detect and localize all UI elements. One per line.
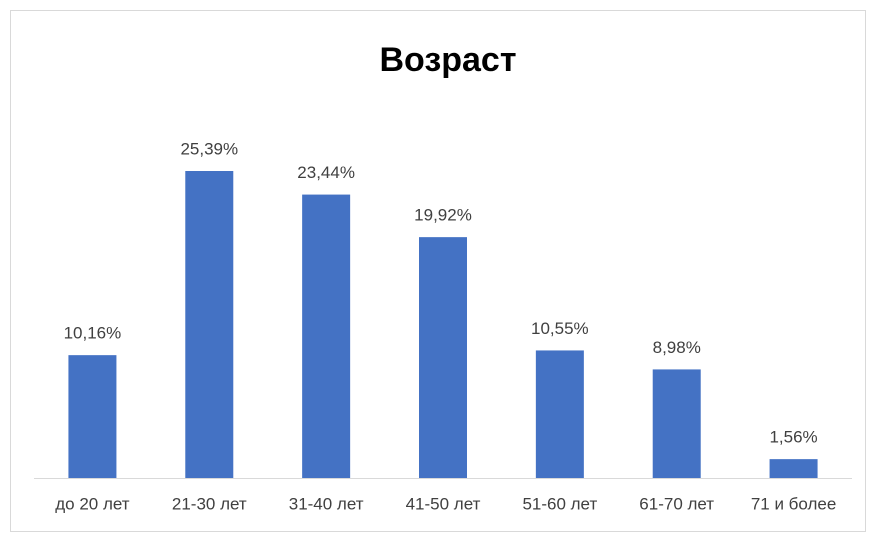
x-tick-label: 21-30 лет	[172, 494, 247, 513]
data-label: 10,16%	[64, 324, 122, 343]
data-label: 25,39%	[180, 139, 238, 158]
data-label: 23,44%	[297, 163, 355, 182]
x-tick-label: 61-70 лет	[639, 494, 714, 513]
bar	[302, 194, 351, 478]
bar	[652, 369, 701, 478]
bar	[68, 355, 117, 478]
x-tick-label: 41-50 лет	[406, 494, 481, 513]
data-label: 1,56%	[769, 428, 817, 447]
x-tick-label: 31-40 лет	[289, 494, 364, 513]
bar	[185, 171, 234, 478]
data-label: 10,55%	[531, 319, 589, 338]
bar	[769, 459, 818, 478]
chart-title: Возраст	[379, 41, 516, 79]
data-label: 8,98%	[653, 338, 701, 357]
bar	[535, 350, 584, 478]
x-tick-label: до 20 лет	[55, 494, 130, 513]
x-tick-label: 51-60 лет	[522, 494, 597, 513]
data-label: 19,92%	[414, 206, 472, 225]
bar	[419, 237, 467, 478]
x-tick-label: 71 и более	[751, 494, 837, 513]
